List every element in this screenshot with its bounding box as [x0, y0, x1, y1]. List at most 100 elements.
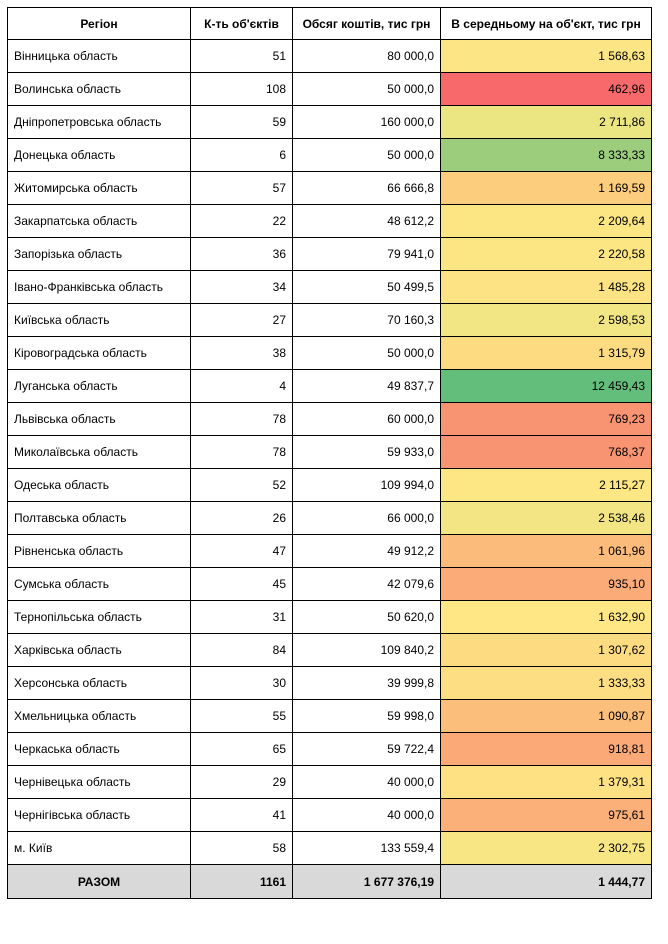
value-cell: 26: [190, 501, 293, 535]
region-cell: Херсонська область: [7, 666, 191, 700]
value-cell: 50 000,0: [292, 138, 441, 172]
region-cell: Київська область: [7, 303, 191, 337]
value-cell: 59 998,0: [292, 699, 441, 733]
value-cell: 2 115,27: [440, 468, 652, 502]
value-cell: 160 000,0: [292, 105, 441, 139]
value-cell: 58: [190, 831, 293, 865]
table-row: Черкаська область 65 59 722,4 918,81: [7, 732, 652, 766]
table-row: Донецька область 6 50 000,0 8 333,33: [7, 138, 652, 172]
region-cell: Житомирська область: [7, 171, 191, 205]
value-cell: 49 912,2: [292, 534, 441, 568]
value-cell: 935,10: [440, 567, 652, 601]
total-cell: 1 444,77: [440, 864, 652, 899]
region-cell: Чернігівська область: [7, 798, 191, 832]
value-cell: 1 061,96: [440, 534, 652, 568]
table-row: Житомирська область 57 66 666,8 1 169,59: [7, 171, 652, 205]
value-cell: 2 711,86: [440, 105, 652, 139]
value-cell: 39 999,8: [292, 666, 441, 700]
value-cell: 1 333,33: [440, 666, 652, 700]
table-row: Вінницька область 51 80 000,0 1 568,63: [7, 39, 652, 73]
value-cell: 36: [190, 237, 293, 271]
region-cell: Вінницька область: [7, 39, 191, 73]
total-cell: РАЗОМ: [7, 864, 191, 899]
table-row: Харківська область 84 109 840,2 1 307,62: [7, 633, 652, 667]
value-cell: 59: [190, 105, 293, 139]
value-cell: 4: [190, 369, 293, 403]
value-cell: 108: [190, 72, 293, 106]
value-cell: 2 209,64: [440, 204, 652, 238]
value-cell: 38: [190, 336, 293, 370]
value-cell: 78: [190, 402, 293, 436]
value-cell: 65: [190, 732, 293, 766]
header-cell: Обсяг коштів, тис грн: [292, 7, 441, 40]
region-cell: Сумська область: [7, 567, 191, 601]
value-cell: 6: [190, 138, 293, 172]
value-cell: 1 485,28: [440, 270, 652, 304]
value-cell: 48 612,2: [292, 204, 441, 238]
value-cell: 79 941,0: [292, 237, 441, 271]
value-cell: 462,96: [440, 72, 652, 106]
value-cell: 27: [190, 303, 293, 337]
value-cell: 70 160,3: [292, 303, 441, 337]
header-cell: В середньому на об'єкт, тис грн: [440, 7, 652, 40]
value-cell: 47: [190, 534, 293, 568]
value-cell: 42 079,6: [292, 567, 441, 601]
region-cell: Харківська область: [7, 633, 191, 667]
table-row: Дніпропетровська область 59 160 000,0 2 711…: [7, 105, 652, 139]
value-cell: 1 090,87: [440, 699, 652, 733]
region-cell: Чернівецька область: [7, 765, 191, 799]
region-cell: Запорізька область: [7, 237, 191, 271]
table-row: Кіровоградська область 38 50 000,0 1 315,79: [7, 336, 652, 370]
value-cell: 768,37: [440, 435, 652, 469]
value-cell: 29: [190, 765, 293, 799]
value-cell: 51: [190, 39, 293, 73]
table-row: Київська область 27 70 160,3 2 598,53: [7, 303, 652, 337]
value-cell: 59 933,0: [292, 435, 441, 469]
value-cell: 2 538,46: [440, 501, 652, 535]
table-row: Херсонська область 30 39 999,8 1 333,33: [7, 666, 652, 700]
value-cell: 2 302,75: [440, 831, 652, 865]
table-row: м. Київ 58 133 559,4 2 302,75: [7, 831, 652, 865]
region-cell: Одеська область: [7, 468, 191, 502]
value-cell: 52: [190, 468, 293, 502]
value-cell: 2 220,58: [440, 237, 652, 271]
value-cell: 50 000,0: [292, 336, 441, 370]
value-cell: 133 559,4: [292, 831, 441, 865]
total-cell: 1 677 376,19: [292, 864, 441, 899]
table-row: Одеська область 52 109 994,0 2 115,27: [7, 468, 652, 502]
value-cell: 80 000,0: [292, 39, 441, 73]
value-cell: 918,81: [440, 732, 652, 766]
value-cell: 109 994,0: [292, 468, 441, 502]
region-cell: Волинська область: [7, 72, 191, 106]
value-cell: 59 722,4: [292, 732, 441, 766]
value-cell: 57: [190, 171, 293, 205]
value-cell: 975,61: [440, 798, 652, 832]
table-row: Тернопільська область 31 50 620,0 1 632,90: [7, 600, 652, 634]
value-cell: 12 459,43: [440, 369, 652, 403]
table-body: Вінницька область 51 80 000,0 1 568,63 Волин…: [7, 39, 652, 899]
value-cell: 22: [190, 204, 293, 238]
value-cell: 8 333,33: [440, 138, 652, 172]
table-row: Хмельницька область 55 59 998,0 1 090,87: [7, 699, 652, 733]
value-cell: 50 499,5: [292, 270, 441, 304]
table-row: Закарпатська область 22 48 612,2 2 209,64: [7, 204, 652, 238]
value-cell: 1 379,31: [440, 765, 652, 799]
value-cell: 66 666,8: [292, 171, 441, 205]
region-cell: Івано-Франківська область: [7, 270, 191, 304]
table-row: Чернівецька область 29 40 000,0 1 379,31: [7, 765, 652, 799]
header-row: Регіон К-ть об'єктів Обсяг коштів, тис грн…: [7, 7, 652, 40]
value-cell: 55: [190, 699, 293, 733]
value-cell: 50 000,0: [292, 72, 441, 106]
region-cell: Закарпатська область: [7, 204, 191, 238]
header-cell: К-ть об'єктів: [190, 7, 293, 40]
table-row: Чернігівська область 41 40 000,0 975,61: [7, 798, 652, 832]
value-cell: 84: [190, 633, 293, 667]
value-cell: 2 598,53: [440, 303, 652, 337]
value-cell: 1 568,63: [440, 39, 652, 73]
header-cell: Регіон: [7, 7, 191, 40]
value-cell: 78: [190, 435, 293, 469]
region-cell: Дніпропетровська область: [7, 105, 191, 139]
region-cell: м. Київ: [7, 831, 191, 865]
region-cell: Полтавська область: [7, 501, 191, 535]
